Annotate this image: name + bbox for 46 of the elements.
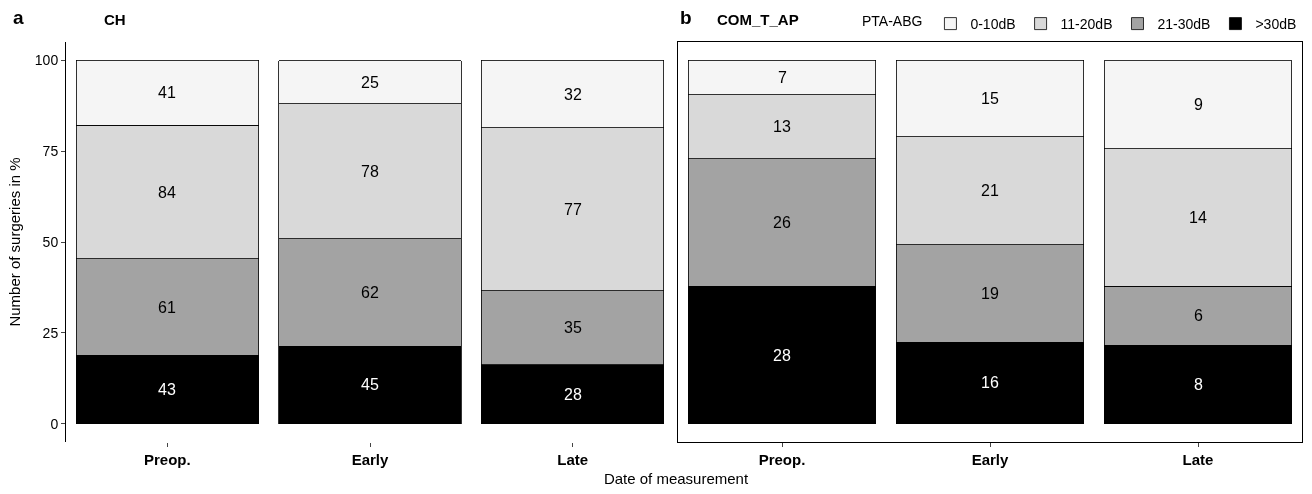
y-tick-label: 0 [50,415,59,432]
legend-label: >30dB [1255,16,1297,33]
chart-title: COM_T_AP [717,11,799,28]
y-tick-label: 75 [42,142,59,159]
annotation: 84 [158,184,176,201]
annotation: 28 [773,347,791,364]
annotation: 62 [361,284,379,301]
y-tick-label: 100 [34,52,59,69]
x-tick-label: Preop. [143,451,191,468]
chart-title: CH [104,11,126,28]
annotation: 77 [564,201,582,218]
annotation: 14 [1189,209,1207,226]
x-tick-label: Late [1182,451,1214,468]
annotation: 32 [564,86,582,103]
text: b [680,7,692,28]
y-axis-title: Number of surgeries in % [6,157,24,327]
annotation: 16 [981,374,999,391]
annotation: 8 [1194,376,1203,393]
annotation: 25 [361,74,379,91]
x-tick-label: Early [351,451,389,468]
annotation: 41 [158,84,176,101]
y-tick-label: 50 [42,233,59,250]
annotation: 7 [778,69,787,86]
text: a [13,7,24,28]
annotation: 15 [981,90,999,107]
x-axis-title: Date of measurement [603,470,749,487]
annotation: 21 [981,182,999,199]
legend-title: PTA-ABG [862,13,923,30]
legend-label: 0-10dB [970,16,1016,33]
x-tick-label: Preop. [758,451,806,468]
legend-label: 11-20dB [1060,16,1113,33]
annotation: 28 [564,386,582,403]
annotation: 35 [564,319,582,336]
legend-label: 21-30dB [1157,16,1211,33]
x-tick-label: Early [971,451,1009,468]
annotation: 45 [361,376,379,393]
annotation: 6 [1194,307,1203,324]
x-tick-label: Late [557,451,589,468]
annotation: 19 [981,285,999,302]
annotation: 26 [773,214,791,231]
annotation: 61 [158,299,176,316]
annotation: 78 [361,163,379,180]
annotation: 9 [1194,96,1203,113]
annotation: 43 [158,381,176,398]
y-tick-label: 25 [42,324,59,341]
annotation: 13 [773,118,791,135]
